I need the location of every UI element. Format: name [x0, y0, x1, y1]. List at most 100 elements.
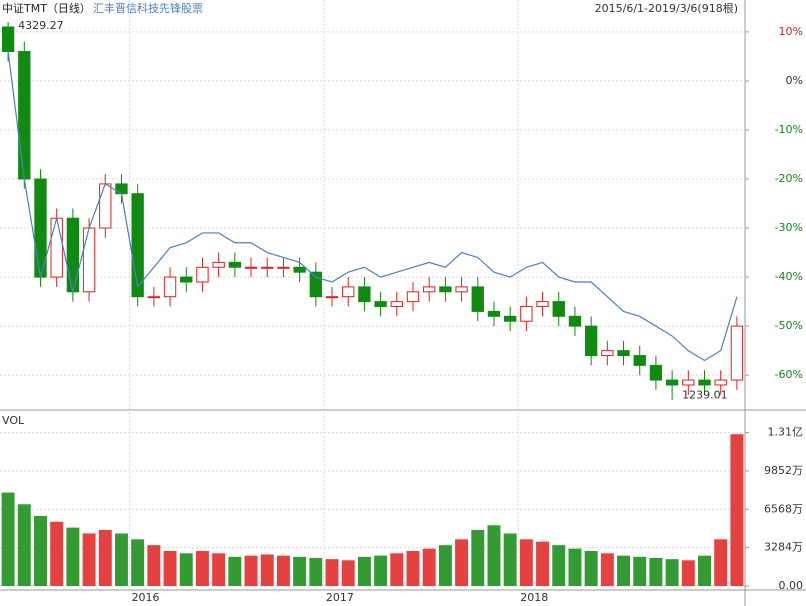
candle-body: [358, 286, 371, 303]
candle-body: [228, 261, 242, 268]
volume-bar: [66, 527, 80, 586]
candle-body: [423, 286, 436, 293]
candle-body: [487, 310, 501, 317]
candle-body: [163, 276, 177, 298]
candle-body: [665, 379, 679, 386]
candle-body: [147, 296, 161, 299]
candle-body: [584, 325, 598, 357]
volume-bar: [179, 553, 193, 586]
volume-title: VOL: [2, 414, 25, 427]
x-tick-label: 2018: [520, 591, 548, 604]
volume-bar: [406, 550, 420, 586]
y-tick-label: -10%: [775, 123, 803, 136]
y-tick-label: -40%: [775, 270, 803, 283]
candle-body: [18, 50, 31, 180]
candle-body: [682, 379, 695, 386]
volume-bar: [536, 541, 550, 586]
candle-body: [730, 325, 744, 381]
volume-bar: [1, 492, 15, 586]
candle-body: [536, 301, 549, 308]
volume-bar: [438, 545, 452, 586]
candle-body: [390, 301, 403, 308]
volume-bar: [131, 539, 145, 586]
y-tick-label: 0%: [786, 74, 803, 87]
x-tick-label: 2017: [326, 591, 354, 604]
volume-bar: [50, 521, 64, 586]
x-tick-label: 2016: [132, 591, 160, 604]
candle-body: [293, 266, 306, 273]
volume-bar: [730, 434, 744, 586]
candle-body: [50, 217, 63, 278]
candle-body: [115, 183, 128, 195]
volume-tick-label: 0.00: [779, 579, 804, 592]
candle-body: [698, 379, 711, 386]
candle-body: [439, 286, 452, 293]
volume-bar: [244, 555, 258, 586]
volume-bar: [584, 550, 598, 586]
y-tick-label: 10%: [779, 25, 803, 38]
volume-bar: [714, 539, 728, 586]
volume-tick-label: 3284万: [764, 541, 803, 554]
volume-bar: [552, 545, 566, 586]
candle-body: [714, 379, 727, 386]
volume-bar: [325, 559, 339, 586]
candle-body: [277, 266, 290, 269]
candle-body: [212, 261, 225, 268]
volume-bar: [617, 555, 631, 586]
volume-bar: [82, 533, 96, 586]
volume-tick-label: 6568万: [764, 502, 803, 515]
volume-bar: [649, 557, 663, 586]
legend-entry: 汇丰晋信科技先锋股票: [93, 1, 203, 15]
volume-bar: [276, 555, 290, 586]
volume-bar: [293, 556, 307, 586]
candle-body: [601, 350, 614, 357]
fund-line: [7, 51, 738, 362]
volume-bar: [34, 515, 47, 586]
y-tick-label: -50%: [775, 319, 803, 332]
volume-bar: [341, 560, 355, 586]
y-tick-label: -30%: [775, 221, 803, 234]
volume-bar: [600, 553, 614, 586]
candle-body: [649, 364, 663, 381]
candle-body: [633, 355, 646, 366]
volume-bar: [98, 529, 112, 586]
volume-bar: [633, 556, 647, 586]
volume-bar: [698, 555, 711, 586]
candle-body: [1, 26, 15, 52]
volume-bar: [228, 556, 242, 586]
candle-body: [503, 315, 517, 322]
candle-body: [520, 306, 533, 322]
volume-bar: [114, 533, 128, 586]
volume-bar: [455, 539, 469, 586]
volume-bar: [260, 554, 274, 586]
volume-bar: [503, 533, 517, 586]
y-tick-label: -60%: [775, 368, 803, 381]
volume-bar: [357, 556, 371, 586]
volume-bar: [390, 553, 404, 586]
min-label: 1239.01: [682, 389, 728, 402]
candle-body: [342, 286, 355, 298]
candle-body: [471, 286, 484, 312]
candle-body: [99, 183, 112, 229]
volume-tick-label: 1.31亿: [768, 426, 804, 439]
volume-tick-label: 9852万: [764, 464, 803, 477]
volume-bar: [195, 550, 209, 586]
candle-body: [180, 276, 193, 283]
candle-body: [66, 217, 80, 293]
volume-bar: [487, 525, 501, 586]
volume-bar: [17, 504, 31, 586]
candle-body: [455, 286, 468, 293]
volume-bar: [422, 548, 436, 586]
volume-bar: [163, 550, 177, 586]
candle-body: [552, 301, 565, 317]
date-range: 2015/6/1-2019/3/6(918根): [595, 1, 738, 15]
volume-bar: [471, 529, 485, 586]
volume-bar: [681, 560, 695, 586]
candle-body: [325, 296, 339, 299]
y-tick-label: -20%: [775, 172, 803, 185]
candle-body: [374, 301, 387, 308]
volume-bar: [212, 553, 226, 586]
volume-bar: [519, 539, 533, 586]
candle-body: [309, 271, 322, 298]
